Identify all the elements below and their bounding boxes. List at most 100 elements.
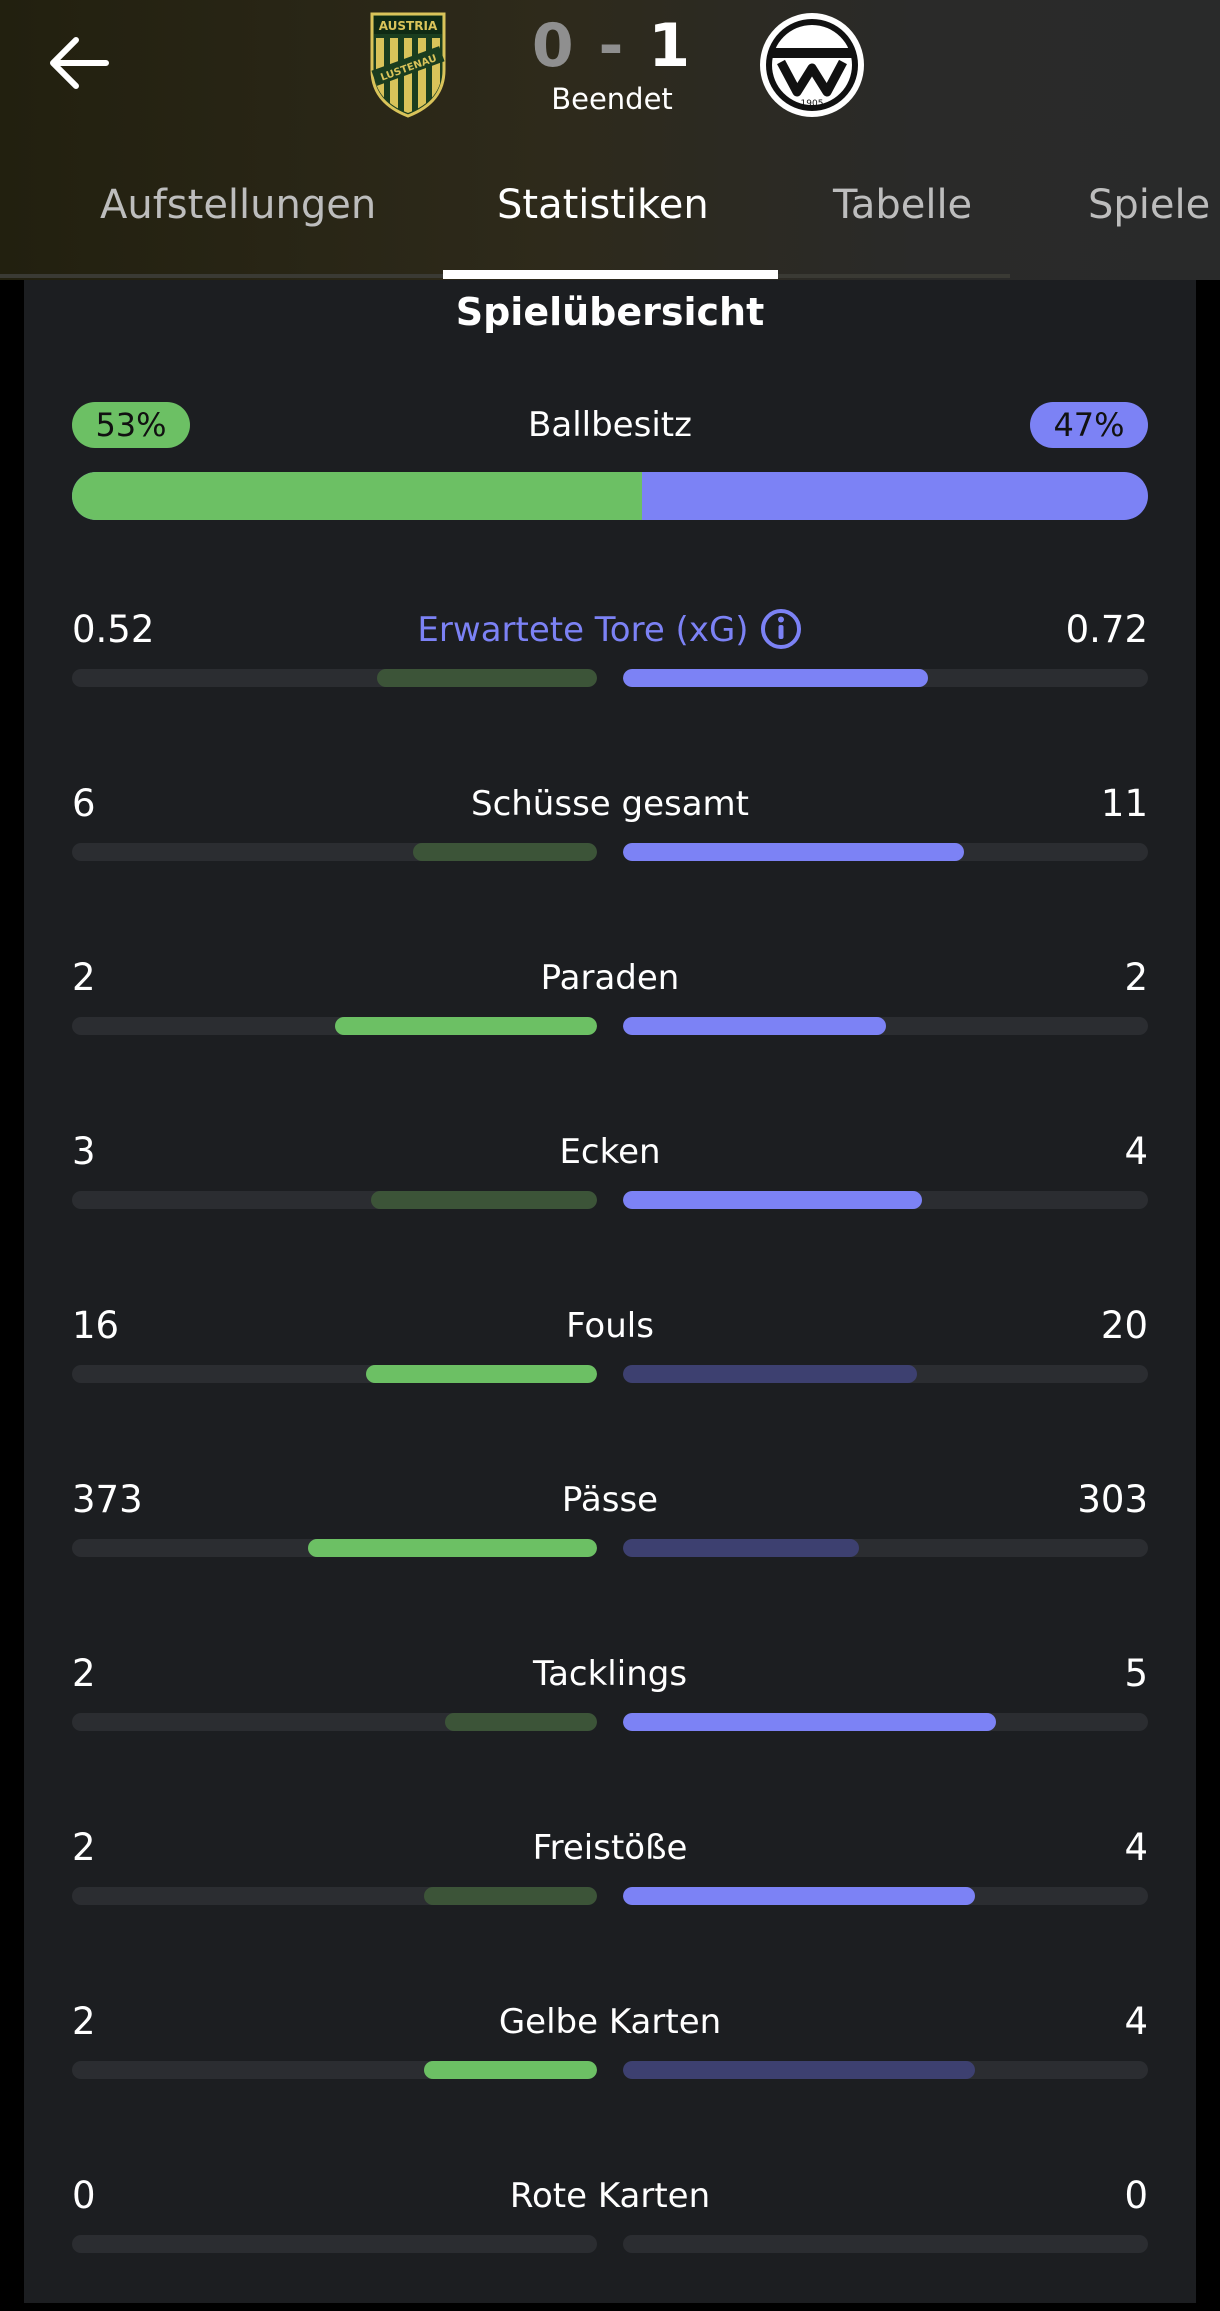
stat-home-track <box>72 1017 597 1035</box>
stat-label-text: Fouls <box>566 1306 654 1346</box>
stat-away-track <box>623 1713 1148 1731</box>
stat-row: 0.52 Erwartete Tore (xG) 0.72 <box>24 605 1196 745</box>
stat-away-track <box>623 1887 1148 1905</box>
stat-away-value: 20 <box>1100 1304 1148 1347</box>
stat-home-bar <box>423 2061 597 2079</box>
stat-home-track <box>72 1191 597 1209</box>
possession-bar <box>72 472 1148 520</box>
stat-home-track <box>72 1539 597 1557</box>
tab-statistiken[interactable]: Statistiken <box>497 182 709 228</box>
stat-away-bar <box>623 1539 860 1557</box>
stat-home-bar <box>444 1713 597 1731</box>
stat-home-track <box>72 1887 597 1905</box>
svg-text:AUSTRIA: AUSTRIA <box>379 19 438 33</box>
stat-label-text: Rote Karten <box>509 2176 711 2216</box>
stat-away-bar <box>623 843 965 861</box>
home-team-crest[interactable]: AUSTRIA LUSTENAU <box>368 10 448 120</box>
score-home: 0 <box>531 11 576 81</box>
stat-away-value: 2 <box>1124 956 1148 999</box>
stat-home-bar <box>423 1887 597 1905</box>
stat-label-text: Ecken <box>559 1132 661 1172</box>
stat-label-text: Erwartete Tore (xG) <box>417 610 749 650</box>
stat-label-text: Paraden <box>540 958 680 998</box>
stat-away-bar <box>623 1365 917 1383</box>
stat-home-value: 16 <box>72 1304 120 1347</box>
stat-away-track <box>623 2235 1148 2253</box>
stat-home-value: 0 <box>72 2174 96 2217</box>
match-overview-panel: Spielübersicht 53% Ballbesitz 47% 0.52 Er… <box>24 280 1196 2303</box>
stat-home-track <box>72 2061 597 2079</box>
stat-row: 0 Rote Karten 0 <box>24 2171 1196 2311</box>
stat-away-track <box>623 1191 1148 1209</box>
stat-label: Fouls <box>310 1301 910 1351</box>
arrow-left-icon <box>50 37 109 89</box>
possession-home-badge: 53% <box>72 402 190 448</box>
stat-label: Freistöße <box>310 1823 910 1873</box>
info-icon[interactable] <box>759 607 803 651</box>
stat-row: 373 Pässe 303 <box>24 1475 1196 1615</box>
stat-home-bar <box>376 669 597 687</box>
stat-home-bar <box>371 1191 597 1209</box>
stat-home-bar <box>308 1539 597 1557</box>
stat-home-value: 0.52 <box>72 608 155 651</box>
stat-label: Paraden <box>310 953 910 1003</box>
stat-away-bar <box>623 2061 975 2079</box>
stat-away-track <box>623 1539 1148 1557</box>
stat-home-value: 2 <box>72 1652 96 1695</box>
stat-home-track <box>72 1713 597 1731</box>
match-header: AUSTRIA LUSTENAU 0 - 1 Beendet <box>0 0 1220 280</box>
stat-away-value: 4 <box>1124 2000 1148 2043</box>
tab-aufstellungen[interactable]: Aufstellungen <box>100 182 377 228</box>
panel-title: Spielübersicht <box>455 290 765 334</box>
stat-home-value: 2 <box>72 1826 96 1869</box>
stat-home-value: 3 <box>72 1130 96 1173</box>
stat-away-value: 4 <box>1124 1130 1148 1173</box>
stat-label-text: Gelbe Karten <box>498 2002 722 2042</box>
stat-away-track <box>623 669 1148 687</box>
stat-label[interactable]: Erwartete Tore (xG) <box>310 605 910 655</box>
score-separator: - <box>598 11 626 81</box>
stat-away-track <box>623 1017 1148 1035</box>
stat-label-text: Tacklings <box>532 1654 688 1694</box>
stat-row: 2 Tacklings 5 <box>24 1649 1196 1789</box>
stat-away-track <box>623 1365 1148 1383</box>
possession-away-badge: 47% <box>1030 402 1148 448</box>
stat-home-track <box>72 669 597 687</box>
stat-home-track <box>72 843 597 861</box>
possession-home-fill <box>72 472 643 520</box>
stat-away-value: 0 <box>1124 2174 1148 2217</box>
stat-home-value: 6 <box>72 782 96 825</box>
svg-text:1905: 1905 <box>801 99 824 109</box>
stat-row: 3 Ecken 4 <box>24 1127 1196 1267</box>
active-tab-indicator <box>443 270 778 279</box>
possession-label: Ballbesitz <box>528 405 692 445</box>
stat-away-track <box>623 843 1148 861</box>
stat-away-bar <box>623 1887 975 1905</box>
stat-away-track <box>623 2061 1148 2079</box>
stat-away-value: 5 <box>1124 1652 1148 1695</box>
stat-home-value: 373 <box>72 1478 143 1521</box>
stat-away-value: 0.72 <box>1065 608 1148 651</box>
stat-label-text: Freistöße <box>532 1828 688 1868</box>
stat-away-bar <box>623 1191 923 1209</box>
away-team-crest[interactable]: 1905 <box>757 10 867 120</box>
stat-label: Pässe <box>310 1475 910 1525</box>
stat-away-value: 4 <box>1124 1826 1148 1869</box>
score: 0 - 1 <box>512 6 712 86</box>
stat-home-bar <box>413 843 597 861</box>
stat-row: 2 Gelbe Karten 4 <box>24 1997 1196 2137</box>
stat-row: 2 Paraden 2 <box>24 953 1196 1093</box>
stat-away-value: 303 <box>1077 1478 1148 1521</box>
stat-label: Rote Karten <box>310 2171 910 2221</box>
back-button[interactable] <box>44 28 124 98</box>
tab-bar: Aufstellungen Statistiken Tabelle Spiele <box>0 170 1220 280</box>
tab-tabelle[interactable]: Tabelle <box>833 182 973 228</box>
stat-label-text: Schüsse gesamt <box>470 784 750 824</box>
stat-label: Tacklings <box>310 1649 910 1699</box>
stat-home-bar <box>334 1017 597 1035</box>
stat-away-bar <box>623 1017 886 1035</box>
stat-label: Ecken <box>310 1127 910 1177</box>
tab-spiele[interactable]: Spiele <box>1088 182 1211 228</box>
stat-row: 6 Schüsse gesamt 11 <box>24 779 1196 919</box>
stat-home-track <box>72 2235 597 2253</box>
